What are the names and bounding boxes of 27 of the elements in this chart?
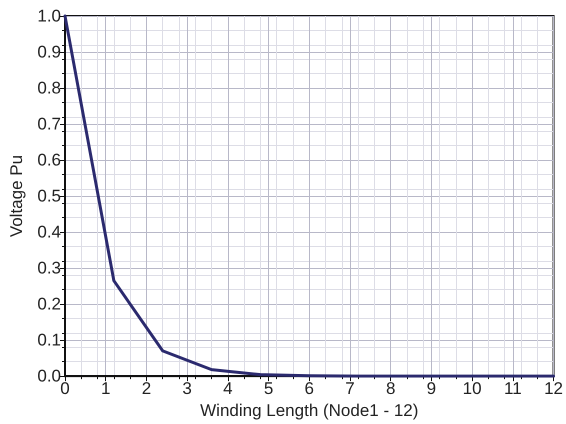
x-tick-label: 12 bbox=[544, 379, 564, 398]
x-axis-title: Winding Length (Node1 - 12) bbox=[200, 401, 418, 420]
y-tick-label: 0.0 bbox=[37, 366, 61, 386]
x-tick-label: 4 bbox=[223, 379, 233, 398]
x-tick-label: 10 bbox=[462, 379, 482, 398]
y-tick-label: 0.3 bbox=[37, 258, 61, 278]
y-tick-label: 0.1 bbox=[37, 330, 61, 350]
y-tick-label: 0.4 bbox=[37, 222, 61, 242]
x-tick-label: 0 bbox=[60, 379, 70, 398]
y-tick-label: 0.6 bbox=[37, 150, 61, 170]
x-tick-label: 5 bbox=[264, 379, 274, 398]
y-tick-label: 0.9 bbox=[37, 42, 61, 62]
x-tick-label: 3 bbox=[182, 379, 192, 398]
y-tick-label: 0.8 bbox=[37, 78, 61, 98]
x-tick-label: 9 bbox=[426, 379, 436, 398]
x-tick-label: 2 bbox=[142, 379, 152, 398]
y-axis-title: Voltage Pu bbox=[7, 154, 26, 238]
y-tick-label: 0.5 bbox=[37, 186, 61, 206]
x-tick-label: 7 bbox=[345, 379, 355, 398]
y-tick-label: 0.7 bbox=[37, 114, 61, 134]
x-tick-label: 1 bbox=[100, 379, 110, 398]
y-tick-label: 1.0 bbox=[37, 6, 61, 26]
x-tick-label: 11 bbox=[504, 379, 522, 398]
line-series bbox=[64, 14, 556, 378]
y-tick-label: 0.2 bbox=[37, 294, 61, 314]
x-tick-label: 6 bbox=[304, 379, 314, 398]
x-tick-label: 8 bbox=[386, 379, 396, 398]
